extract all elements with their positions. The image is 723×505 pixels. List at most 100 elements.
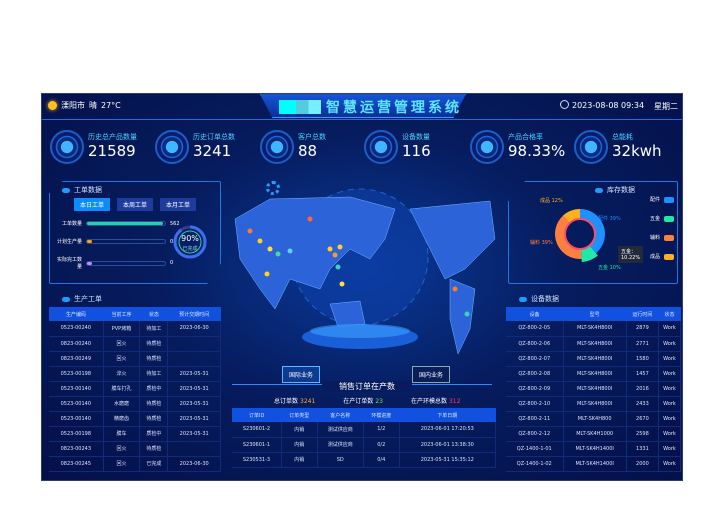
map-marker[interactable]	[267, 246, 273, 252]
table-cell: Work	[658, 411, 681, 427]
bar-value: 562	[170, 220, 180, 227]
table-row[interactable]: 0823-00249 回火 待质检	[49, 351, 221, 367]
table-cell: 0823-00249	[49, 351, 104, 367]
map-marker[interactable]	[339, 281, 345, 287]
table-row[interactable]: QZ-1400-1-01 MLT-SK4H1400I 1331 Work	[506, 441, 681, 457]
tab-work-order-0[interactable]: 本日工单	[74, 198, 111, 211]
kpi-ring-icon	[50, 130, 84, 164]
map-marker[interactable]	[464, 311, 470, 317]
map-marker[interactable]	[287, 248, 293, 254]
column-header[interactable]: 环模进度	[363, 408, 400, 422]
stat-value: 3241	[300, 398, 316, 405]
tab-work-order-2[interactable]: 本月工单	[160, 198, 197, 211]
table-cell: Work	[658, 456, 681, 472]
table-cell: PVP烤箱	[103, 321, 141, 337]
column-header[interactable]: 下单日期	[399, 408, 496, 422]
column-header[interactable]: 预计交期时间	[167, 307, 221, 321]
table-row[interactable]: QZ-800-2-08 MLT-SK4H800I 1457 Work	[506, 366, 681, 382]
table-cell: Work	[658, 426, 681, 442]
table-cell: 2023-05-31 15:35:12	[399, 452, 497, 468]
kpi-card: 设备数量 116	[364, 126, 469, 170]
map-marker[interactable]	[275, 251, 281, 257]
table-row[interactable]: 0523-00198 膜车 质检中 2023-05-31	[49, 426, 221, 442]
bar-label: 实际完工数量	[56, 257, 82, 270]
tab-work-order-1[interactable]: 本周工单	[117, 198, 154, 211]
tab-domestic[interactable]: 国内业务	[412, 366, 451, 383]
table-row[interactable]: QZ-800-2-07 MLT-SK4H800I 1580 Work	[506, 351, 681, 367]
kpi-ring-icon	[260, 130, 294, 164]
map-marker[interactable]	[257, 238, 263, 244]
table-cell: MLT-SK4H800I	[563, 396, 627, 412]
column-header[interactable]: 状态	[658, 307, 681, 321]
table-cell: 回火	[103, 441, 141, 457]
tooltip-value: 10.22%	[621, 255, 641, 261]
donut-slice-五金[interactable]	[580, 245, 598, 262]
table-row[interactable]: QZ-800-2-10 MLT-SK4H800I 2433 Work	[506, 396, 681, 412]
map-marker[interactable]	[247, 228, 253, 234]
table-cell: 2023-06-01 17:20:53	[399, 422, 497, 438]
progress-bar	[86, 221, 166, 226]
stat-label: 在产环模总数	[410, 398, 447, 405]
donut-slice-辅料[interactable]	[555, 215, 582, 259]
table-cell: 0823-00240	[49, 336, 104, 352]
column-header[interactable]: 生产编码	[49, 307, 104, 321]
table-cell: 内销	[281, 452, 318, 468]
table-row[interactable]: S230531-3 内销 SD 0/4 2023-05-31 15:35:12	[232, 452, 497, 468]
legend-item[interactable]: 五金	[632, 215, 674, 222]
table-row[interactable]: 0823-00245 回火 已完成 2023-06-30	[49, 456, 221, 472]
table-row[interactable]: 0523-00140 膜车打孔 质检中 2023-05-31	[49, 381, 221, 397]
table-row[interactable]: QZ-800-2-11 MLT-SK4H800 2670 Work	[506, 411, 681, 427]
map-marker[interactable]	[332, 252, 338, 258]
table-cell: Work	[658, 381, 681, 397]
kpi-label: 总能耗	[612, 133, 633, 141]
table-row[interactable]: QZ-800-2-09 MLT-SK4H800I 2016 Work	[506, 381, 681, 397]
legend-item[interactable]: 配件	[632, 196, 674, 203]
table-row[interactable]: QZ-800-2-06 MLT-SK4H800I 2771 Work	[506, 336, 681, 352]
table-row[interactable]: QZ-800-2-12 MLT-SK4H1000 2598 Work	[506, 426, 681, 442]
table-row[interactable]: 0523-00198 淬火 待加工 2023-05-31	[49, 366, 221, 382]
world-map[interactable]	[230, 179, 502, 359]
legend-item[interactable]: 辅料	[632, 234, 674, 241]
table-row[interactable]: S230601-1 内销 测试供应商 0/2 2023-06-01 13:38:30	[232, 437, 497, 453]
table-cell: QZ-800-2-06	[506, 336, 564, 352]
inventory-donut[interactable]	[552, 206, 608, 262]
column-header[interactable]: 设备	[506, 307, 563, 321]
slice-label: 五金 10%	[598, 265, 621, 271]
table-row[interactable]: S230601-2 内销 测试供应商 1/2 2023-06-01 17:20:53	[232, 422, 497, 438]
table-row[interactable]: 0823-00243 回火 待质检	[49, 441, 221, 457]
column-header[interactable]: 运行时间	[626, 307, 659, 321]
table-row[interactable]: 0523-00140 水磨磨 待质检 2023-05-31	[49, 396, 221, 412]
table-cell: QZ-800-2-12	[506, 426, 564, 442]
table-row[interactable]: QZ-800-2-05 MLT-SK4H800I 2879 Work	[506, 321, 681, 337]
table-cell: S230601-1	[232, 437, 282, 453]
kpi-card: 历史总产品数量 21589	[50, 126, 155, 170]
column-header[interactable]: 订单类型	[281, 408, 318, 422]
map-marker[interactable]	[452, 286, 458, 292]
progress-bar	[86, 239, 166, 244]
logo-placeholder	[279, 100, 321, 114]
map-marker[interactable]	[327, 246, 333, 252]
table-row[interactable]: 0823-00240 回火 待质检	[49, 336, 221, 352]
column-header[interactable]: 型号	[563, 307, 627, 321]
table-cell: MLT-SK4H1000	[563, 426, 627, 442]
column-header[interactable]: 状态	[139, 307, 168, 321]
tab-international[interactable]: 国际业务	[282, 366, 321, 383]
table-cell: 2023-05-31	[167, 381, 221, 397]
table-row[interactable]: 0523-00240 PVP烤箱 待加工 2023-06-30	[49, 321, 221, 337]
map-marker[interactable]	[337, 244, 343, 250]
legend-swatch	[664, 234, 674, 241]
column-header[interactable]: 客户名称	[317, 408, 364, 422]
map-marker[interactable]	[264, 271, 270, 277]
map-marker[interactable]	[335, 264, 341, 270]
city: 溧阳市	[61, 101, 85, 110]
legend-label: 配件	[649, 197, 660, 203]
table-row[interactable]: 0523-00140 精磨齿 待质检 2023-05-31	[49, 411, 221, 427]
map-marker[interactable]	[307, 216, 313, 222]
kpi-value: 3241	[193, 142, 232, 160]
table-row[interactable]: QZ-1400-1-02 MLT-SK4H1400I 2000 Work	[506, 456, 681, 472]
column-header[interactable]: 订单ID	[232, 408, 282, 422]
column-header[interactable]: 当前工序	[103, 307, 140, 321]
legend-swatch	[664, 215, 674, 222]
completion-gauge: 90% 已完成	[172, 224, 208, 260]
legend-item[interactable]: 成品	[632, 253, 674, 260]
